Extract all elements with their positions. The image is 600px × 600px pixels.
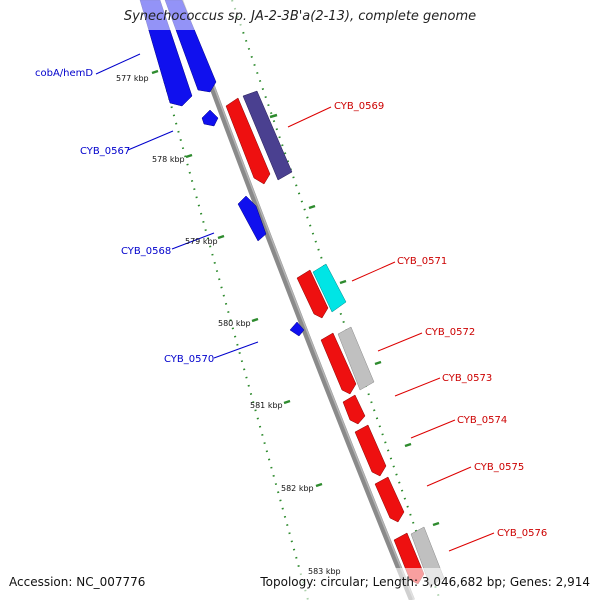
tick-mark	[151, 69, 159, 75]
scale-label: 583 kbp	[308, 567, 341, 576]
map-title-species: Synechococcus sp. JA-2-3B'a(2-13)	[123, 9, 350, 24]
major-ticks	[151, 69, 440, 527]
scale-label: 581 kbp	[250, 401, 283, 410]
tick-mark	[432, 521, 440, 527]
gene-CYB-0571-red[interactable]	[296, 269, 329, 319]
forward-leaders	[95, 53, 259, 359]
genome-stats-label: Topology: circular; Length: 3,046,682 bp…	[260, 575, 590, 589]
scale-label: 582 kbp	[281, 484, 314, 493]
gene-label-CYB-0573[interactable]: CYB_0573	[442, 373, 492, 384]
gene-CYB-0572-grey[interactable]	[337, 326, 375, 391]
leader-CYB-0573	[394, 377, 441, 397]
forward-gene-labels: cobA/hemD CYB_0567 CYB_0568 CYB_0570	[35, 68, 214, 365]
leader-cobA-hemD	[95, 53, 141, 75]
tick-mark	[269, 113, 278, 119]
gene-label-CYB-0576[interactable]: CYB_0576	[497, 528, 547, 539]
tick-mark	[315, 482, 323, 488]
footer-backdrop	[0, 568, 600, 600]
inner-dotted-track	[141, 0, 309, 600]
gene-label-CYB-0572[interactable]: CYB_0572	[425, 327, 475, 338]
tick-mark	[339, 279, 347, 285]
reverse-leaders	[287, 106, 495, 552]
gene-CYB-0573[interactable]	[342, 394, 366, 425]
reverse-gene-labels: CYB_0569 CYB_0571 CYB_0572 CYB_0573 CYB_…	[334, 101, 547, 539]
gene-CYB-0567[interactable]	[201, 109, 219, 127]
gene-label-CYB-0570[interactable]: CYB_0570	[164, 354, 214, 365]
gene-label-CYB-0575[interactable]: CYB_0575	[474, 462, 524, 473]
leader-CYB-0576	[448, 532, 495, 552]
gene-label-CYB-0569[interactable]: CYB_0569	[334, 101, 384, 112]
leader-CYB-0574	[410, 419, 456, 439]
leader-CYB-0572	[377, 332, 423, 352]
scale-label: 579 kbp	[185, 237, 218, 246]
leader-CYB-0570	[213, 341, 259, 359]
genome-backbone-highlight	[181, 0, 415, 600]
gene-CYB-0575[interactable]	[374, 476, 405, 523]
gene-CYB-0574[interactable]	[354, 424, 387, 477]
gene-label-CYB-0567[interactable]: CYB_0567	[80, 146, 130, 157]
tick-mark	[283, 399, 291, 405]
title-backdrop	[0, 0, 600, 30]
gene-label-CYB-0571[interactable]: CYB_0571	[397, 256, 447, 267]
leader-CYB-0567	[127, 130, 174, 151]
tick-mark	[374, 360, 382, 366]
gene-label-CYB-0574[interactable]: CYB_0574	[457, 415, 507, 426]
tick-mark	[251, 317, 259, 323]
accession-label: Accession: NC_007776	[9, 575, 146, 589]
scale-labels: 577 kbp 578 kbp 579 kbp 580 kbp 581 kbp …	[116, 74, 341, 576]
scale-label: 578 kbp	[152, 155, 185, 164]
scale-label: 580 kbp	[218, 319, 251, 328]
leader-CYB-0575	[426, 466, 472, 487]
tick-mark	[217, 234, 225, 240]
gene-CYB-0569-dark[interactable]	[242, 90, 293, 181]
gene-CYB-0572-red[interactable]	[320, 332, 357, 395]
gene-CYB-0568[interactable]	[237, 195, 267, 242]
tick-tracks	[141, 0, 441, 600]
leader-CYB-0569	[287, 106, 332, 128]
gene-CYB-0570[interactable]	[289, 321, 305, 337]
scale-label: 577 kbp	[116, 74, 149, 83]
leader-CYB-0568	[171, 232, 215, 250]
reverse-genes	[225, 90, 445, 587]
gene-CYB-0569-red[interactable]	[225, 97, 271, 185]
tick-mark	[185, 153, 193, 159]
gene-CYB-0571-cyan[interactable]	[312, 263, 347, 313]
tick-mark	[308, 204, 316, 210]
map-title-suffix: , complete genome	[349, 9, 477, 24]
gene-label-cobA-hemD[interactable]: cobA/hemD	[35, 68, 93, 79]
tick-mark	[404, 442, 412, 448]
map-title: Synechococcus sp. JA-2-3B'a(2-13), compl…	[0, 9, 600, 24]
leader-CYB-0571	[351, 261, 396, 282]
gene-label-CYB-0568[interactable]: CYB_0568	[121, 246, 171, 257]
